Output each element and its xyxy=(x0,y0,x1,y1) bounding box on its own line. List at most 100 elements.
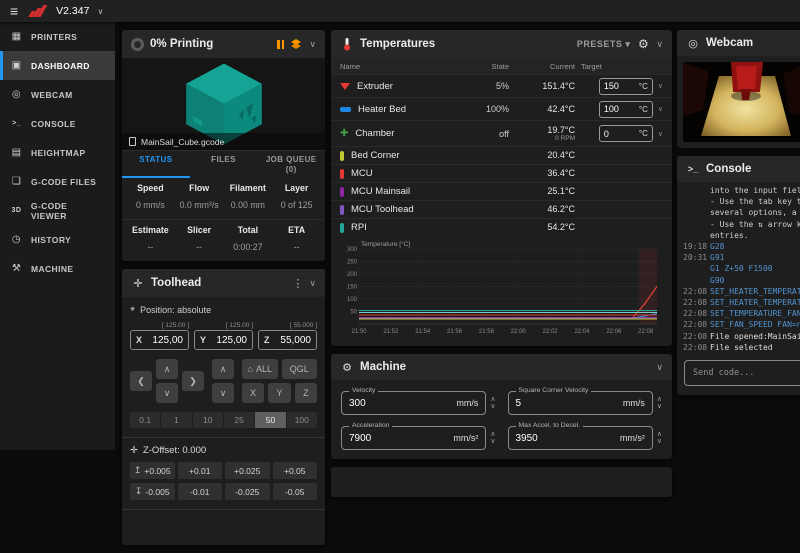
home-y-button[interactable]: Y xyxy=(268,383,290,403)
acceleration-field: Accelerationmm/s² ∧∨ xyxy=(341,426,496,450)
extruder-target-input[interactable] xyxy=(604,81,630,91)
scv-stepper[interactable]: ∧∨ xyxy=(657,396,662,410)
print-status-header: 0% Printing ∨ xyxy=(122,30,325,58)
z-offset-up-row: ↥+0.005 +0.01 +0.025 +0.05 xyxy=(130,462,317,479)
svg-text:21:50: 21:50 xyxy=(351,329,367,335)
z-offset-down-0.05-button[interactable]: -0.05 xyxy=(273,483,318,500)
console-header-icon: >_ xyxy=(686,164,700,174)
mcu-mainsail-thermo-icon xyxy=(340,187,344,197)
matd-stepper[interactable]: ∧∨ xyxy=(657,431,662,445)
sidebar-item-dashboard[interactable]: ▣DASHBOARD xyxy=(0,51,115,80)
jog-x-plus-button[interactable]: ❯ xyxy=(182,371,204,391)
print-filename-bar: MainSail_Cube.gcode xyxy=(122,133,325,150)
svg-text:150: 150 xyxy=(347,285,358,291)
svg-text:22:00: 22:00 xyxy=(511,329,527,335)
square-corner-velocity-input[interactable] xyxy=(516,398,623,409)
tab-status[interactable]: STATUS xyxy=(122,151,190,178)
console-input[interactable] xyxy=(693,368,800,378)
collapse-temperatures-icon[interactable]: ∨ xyxy=(656,39,663,50)
jog-z-minus-button[interactable]: ∨ xyxy=(212,383,234,403)
console-log[interactable]: into the input field. - Use the tab key … xyxy=(677,182,800,355)
printer-select-caret-icon[interactable]: ∨ xyxy=(97,7,103,16)
tab-files[interactable]: FILES xyxy=(190,151,258,178)
jog-y-plus-button[interactable]: ∧ xyxy=(156,359,178,379)
acceleration-input[interactable] xyxy=(349,433,453,444)
tab-job-queue[interactable]: JOB QUEUE(0) xyxy=(257,151,325,178)
presets-button[interactable]: PRESETS ▾ xyxy=(577,39,631,50)
collapse-print-card-icon[interactable]: ∨ xyxy=(309,39,316,50)
svg-text:300: 300 xyxy=(347,247,358,253)
step-100[interactable]: 100 xyxy=(286,412,317,428)
z-offset-up-0.01-button[interactable]: +0.01 xyxy=(178,462,223,479)
sidebar-item-webcam[interactable]: ◎WEBCAM xyxy=(0,80,115,109)
toolhead-card: ✛ Toolhead ⋮ ∨ ⌖ Position: absolute [ 12… xyxy=(122,269,325,545)
y-position-input[interactable] xyxy=(206,335,247,346)
sidebar-item-console[interactable]: >_CONSOLE xyxy=(0,109,115,138)
step-25[interactable]: 25 xyxy=(223,412,254,428)
print-filename: MainSail_Cube.gcode xyxy=(141,137,224,147)
bed-presets-caret-icon[interactable]: ∨ xyxy=(658,105,663,113)
stat-eta: ETA-- xyxy=(272,225,321,255)
sidebar-item-history[interactable]: ◷HISTORY xyxy=(0,225,115,254)
bed-target-input[interactable] xyxy=(604,104,630,114)
babystep-up-icon: ↥ xyxy=(134,465,142,476)
home-z-button[interactable]: Z xyxy=(295,383,317,403)
home-icon: ⌂ xyxy=(248,364,253,374)
sidebar-item-heightmap[interactable]: ▤HEIGHTMAP xyxy=(0,138,115,167)
sidebar-item-gcode-files[interactable]: ❏G-CODE FILES xyxy=(0,167,115,196)
step-50-selected[interactable]: 50 xyxy=(254,412,285,428)
sidebar: ▦PRINTERS ▣DASHBOARD ◎WEBCAM >_CONSOLE ▤… xyxy=(0,22,115,450)
extruder-presets-caret-icon[interactable]: ∨ xyxy=(658,82,663,90)
step-10[interactable]: 10 xyxy=(192,412,223,428)
toolhead-menu-icon[interactable]: ⋮ xyxy=(292,277,303,290)
z-offset-down-0.005-button[interactable]: ↧-0.005 xyxy=(130,483,175,500)
z-offset-up-0.05-button[interactable]: +0.05 xyxy=(273,462,318,479)
chamber-target-input[interactable] xyxy=(604,129,630,139)
collapse-machine-icon[interactable]: ∨ xyxy=(656,362,663,373)
temperatures-title: Temperatures xyxy=(360,38,435,50)
svg-text:22:02: 22:02 xyxy=(543,329,559,335)
dashboard-icon: ▣ xyxy=(10,60,23,71)
jog-y-minus-button[interactable]: ∨ xyxy=(156,383,178,403)
x-position-input[interactable] xyxy=(142,335,183,346)
printer-version: V2.347 xyxy=(56,5,89,17)
chamber-presets-caret-icon[interactable]: ∨ xyxy=(658,130,663,138)
qgl-button[interactable]: QGL xyxy=(282,359,318,379)
accel-stepper[interactable]: ∧∨ xyxy=(490,431,495,445)
pause-button[interactable] xyxy=(277,40,284,49)
thermometer-icon xyxy=(340,37,354,51)
z-offset-up-0.005-button[interactable]: ↥+0.005 xyxy=(130,462,175,479)
sidebar-item-printers[interactable]: ▦PRINTERS xyxy=(0,22,115,51)
max-accel-to-decel-field: Max Accel. to Decel.mm/s² ∧∨ xyxy=(508,426,663,450)
collapse-toolhead-icon[interactable]: ∨ xyxy=(309,278,316,289)
temp-settings-gear-icon[interactable]: ⚙ xyxy=(636,37,650,51)
z-offset-label: ✛ Z-Offset: 0.000 xyxy=(130,445,317,456)
z-offset-up-0.025-button[interactable]: +0.025 xyxy=(225,462,270,479)
console-line: several options, a list xyxy=(683,207,800,218)
max-accel-to-decel-input[interactable] xyxy=(516,433,620,444)
jog-z-plus-button[interactable]: ∧ xyxy=(212,359,234,379)
webcam-header: ◎ Webcam xyxy=(677,30,800,56)
hamburger-icon[interactable]: ≡ xyxy=(10,4,18,18)
exclude-object-icon[interactable] xyxy=(290,38,303,50)
print-status-title: 0% Printing xyxy=(150,38,213,50)
velocity-stepper[interactable]: ∧∨ xyxy=(490,396,495,410)
home-x-button[interactable]: X xyxy=(242,383,264,403)
z-position-input[interactable] xyxy=(270,335,312,346)
jog-x-minus-button[interactable]: ❮ xyxy=(130,371,152,391)
z-offset-down-0.01-button[interactable]: -0.01 xyxy=(178,483,223,500)
sidebar-item-machine[interactable]: ⚒MACHINE xyxy=(0,254,115,283)
z-offset-down-0.025-button[interactable]: -0.025 xyxy=(225,483,270,500)
step-0.1[interactable]: 0.1 xyxy=(130,412,160,428)
step-1[interactable]: 1 xyxy=(160,412,191,428)
home-all-button[interactable]: ⌂ALL xyxy=(242,359,278,379)
velocity-input[interactable] xyxy=(349,398,456,409)
